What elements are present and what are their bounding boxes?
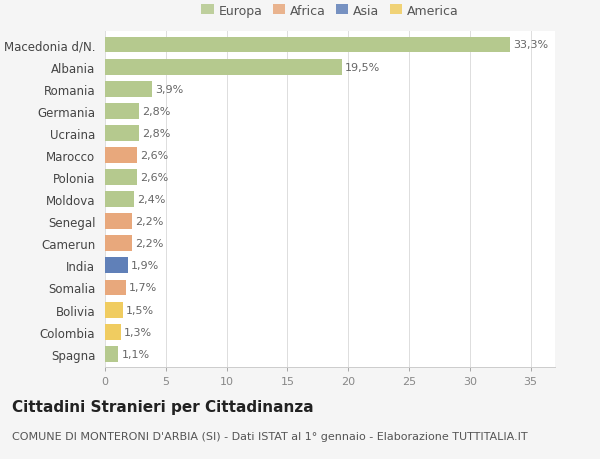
Text: COMUNE DI MONTERONI D'ARBIA (SI) - Dati ISTAT al 1° gennaio - Elaborazione TUTTI: COMUNE DI MONTERONI D'ARBIA (SI) - Dati … [12, 431, 527, 442]
Text: 1,5%: 1,5% [126, 305, 154, 315]
Text: 1,3%: 1,3% [124, 327, 152, 337]
Bar [105, 104, 139, 119]
Text: 2,8%: 2,8% [142, 129, 170, 139]
Text: 19,5%: 19,5% [345, 62, 380, 73]
Text: 3,9%: 3,9% [155, 84, 184, 95]
Text: 33,3%: 33,3% [513, 40, 548, 50]
Text: 2,2%: 2,2% [135, 217, 163, 227]
Bar [105, 324, 121, 340]
Text: 1,9%: 1,9% [131, 261, 160, 271]
Text: 1,1%: 1,1% [121, 349, 149, 359]
Bar [105, 214, 132, 230]
Text: 2,2%: 2,2% [135, 239, 163, 249]
Text: 2,4%: 2,4% [137, 195, 166, 205]
Bar [105, 60, 342, 75]
Bar [105, 148, 137, 163]
Bar [105, 258, 128, 274]
Text: 2,8%: 2,8% [142, 106, 170, 117]
Bar [105, 38, 510, 53]
Bar [105, 236, 132, 252]
Text: 1,7%: 1,7% [129, 283, 157, 293]
Legend: Europa, Africa, Asia, America: Europa, Africa, Asia, America [196, 0, 464, 22]
Text: 2,6%: 2,6% [140, 173, 168, 183]
Bar [105, 170, 137, 185]
Bar [105, 126, 139, 141]
Bar [105, 82, 152, 97]
Bar [105, 192, 134, 207]
Bar [105, 302, 123, 318]
Bar [105, 280, 125, 296]
Text: 2,6%: 2,6% [140, 151, 168, 161]
Bar [105, 346, 118, 362]
Text: Cittadini Stranieri per Cittadinanza: Cittadini Stranieri per Cittadinanza [12, 399, 314, 414]
